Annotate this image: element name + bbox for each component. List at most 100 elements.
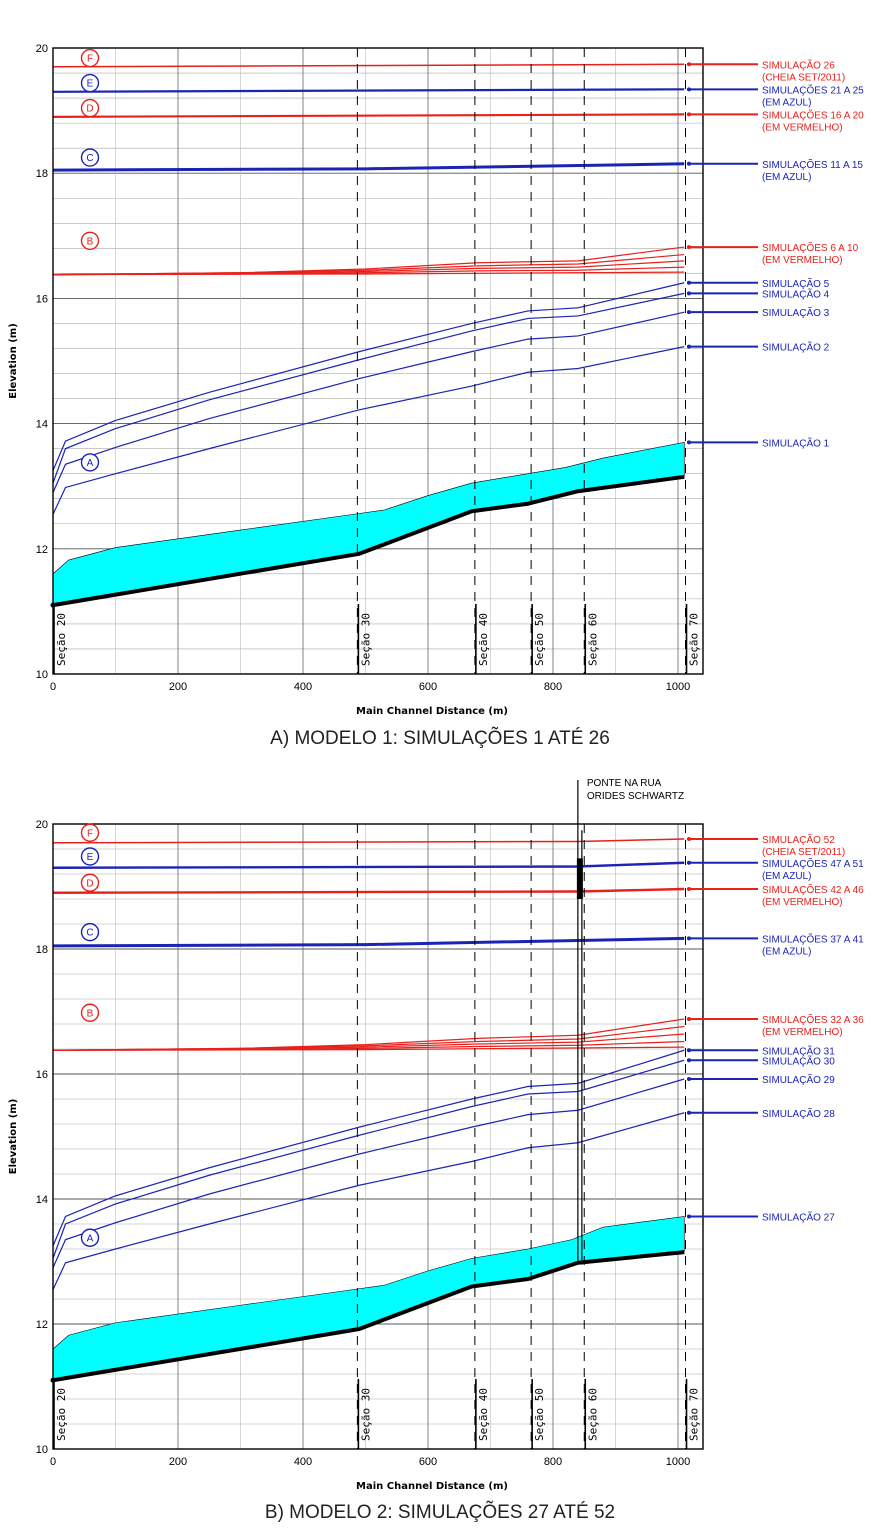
legend-leader-dot [687, 1077, 691, 1081]
legend-label: SIMULAÇÕES 32 A 36 [762, 1013, 864, 1026]
legend-leader-dot [687, 161, 691, 166]
group-marker-letter: E [87, 79, 94, 90]
y-tick-label: 20 [36, 819, 48, 831]
legend-note: (EM AZUL) [762, 172, 811, 183]
legend-label: SIMULAÇÃO 27 [762, 1211, 835, 1224]
legend-note: (CHEIA SET/2011) [762, 847, 845, 858]
legend-leader-dot [687, 860, 691, 865]
y-tick-label: 10 [36, 1444, 48, 1456]
x-tick-label: 0 [50, 1456, 56, 1468]
series-line [52, 271, 685, 276]
legend-label: SIMULAÇÃO 2 [762, 341, 830, 354]
series-line [52, 162, 685, 172]
legend-leader-dot [687, 344, 691, 349]
group-marker-circle [80, 48, 100, 68]
series-line [52, 63, 685, 68]
series-line [52, 346, 685, 515]
legend-label: SIMULAÇÃO 28 [762, 1107, 835, 1120]
legend-label: SIMULAÇÕES 11 A 15 [762, 158, 863, 171]
x-tick-label: 800 [544, 1456, 562, 1468]
bridge-label-line1: PONTE NA RUA [587, 778, 662, 789]
section-label: Seção 30 [359, 613, 372, 666]
group-marker-letter: B [87, 236, 94, 247]
x-tick-label: 200 [169, 681, 187, 693]
group-marker-letter: F [87, 828, 93, 839]
legend-leader-dot [687, 291, 691, 296]
section-label: Seção 30 [359, 1388, 372, 1441]
group-marker-circle [80, 922, 100, 942]
legend-label: SIMULAÇÃO 52 [762, 833, 835, 846]
x-tick-label: 600 [419, 1456, 437, 1468]
section-label: Seção 20 [55, 1388, 68, 1441]
x-tick-label: 800 [544, 681, 562, 693]
y-tick-label: 18 [36, 944, 48, 956]
legend-label: SIMULAÇÃO 26 [762, 58, 835, 71]
section-label: Seção 20 [55, 613, 68, 666]
group-marker-circle [80, 1003, 100, 1022]
legend-note: (EM VERMELHO) [762, 122, 843, 133]
group-marker-letter: F [87, 54, 93, 65]
y-tick-label: 16 [36, 293, 48, 305]
section-label: Seção 50 [533, 613, 546, 666]
series-line [52, 1112, 685, 1290]
legend-label: SIMULAÇÕES 42 A 46 [762, 883, 864, 896]
section-label: Seção 70 [688, 1388, 701, 1441]
group-marker-circle [80, 847, 100, 866]
section-label: Seção 40 [477, 1388, 490, 1441]
y-tick-label: 20 [36, 43, 48, 55]
legend-leader-dot [687, 245, 691, 250]
group-marker-letter: C [86, 928, 93, 939]
y-tick-label: 12 [36, 544, 48, 556]
x-axis-label: Main Channel Distance (m) [356, 706, 508, 717]
x-tick-label: 1000 [666, 1456, 690, 1468]
series-line [52, 1059, 685, 1259]
legend-note: (EM VERMELHO) [762, 1027, 843, 1038]
legend-leader-dot [687, 310, 691, 315]
series-line [52, 1049, 685, 1247]
y-tick-label: 14 [36, 1194, 48, 1206]
legend-leader-dot [687, 62, 691, 67]
group-marker-letter: B [87, 1008, 94, 1019]
y-axis-label: Elevation (m) [8, 323, 19, 399]
group-marker-circle [80, 98, 100, 118]
bridge-deck [576, 858, 583, 899]
group-marker-circle [80, 1228, 100, 1247]
plot-frame [52, 823, 704, 1450]
x-tick-label: 200 [169, 1456, 187, 1468]
y-tick-label: 12 [36, 1319, 48, 1331]
plot-frame [52, 47, 704, 675]
x-axis-label: Main Channel Distance (m) [356, 1481, 508, 1492]
group-marker-circle [80, 823, 100, 842]
section-label: Seção 60 [586, 1388, 599, 1441]
legend-label: SIMULAÇÃO 30 [762, 1054, 835, 1067]
legend-label: SIMULAÇÕES 37 A 41 [762, 932, 864, 945]
legend-note: (CHEIA SET/2011) [762, 72, 845, 83]
legend-label: SIMULAÇÃO 3 [762, 306, 830, 319]
legend-note: (EM AZUL) [762, 97, 811, 108]
x-tick-label: 600 [419, 681, 437, 693]
x-tick-label: 1000 [666, 681, 690, 693]
section-label: Seção 40 [477, 613, 490, 666]
legend-note: (EM VERMELHO) [762, 897, 843, 908]
legend-leader-dot [687, 1017, 691, 1021]
y-axis-label: Elevation (m) [8, 1099, 19, 1175]
legend-leader-dot [687, 440, 691, 445]
legend-leader-dot [687, 936, 691, 941]
legend-label: SIMULAÇÃO 1 [762, 436, 830, 449]
group-marker-circle [80, 148, 100, 167]
series-line [52, 113, 685, 118]
group-marker-letter: D [86, 104, 93, 115]
legend-label: SIMULAÇÃO 31 [762, 1044, 835, 1057]
legend-note: (EM AZUL) [762, 946, 811, 957]
legend-label: SIMULAÇÕES 47 A 51 [762, 857, 864, 870]
legend-note: (EM AZUL) [762, 871, 811, 882]
figure-caption: B) MODELO 2: SIMULAÇÕES 27 ATÉ 52 [265, 1501, 615, 1523]
series-line [52, 88, 685, 93]
legend-leader-dot [687, 112, 691, 117]
figure-caption: A) MODELO 1: SIMULAÇÕES 1 ATÉ 26 [270, 727, 610, 749]
chart-panel-1: Seção 20 Seção 30 Seção 40 Seção 50 Seção 60… [8, 43, 864, 749]
legend-leader-dot [687, 280, 691, 285]
legend-label: SIMULAÇÕES 6 A 10 [762, 241, 859, 254]
group-marker-letter: C [86, 153, 93, 164]
